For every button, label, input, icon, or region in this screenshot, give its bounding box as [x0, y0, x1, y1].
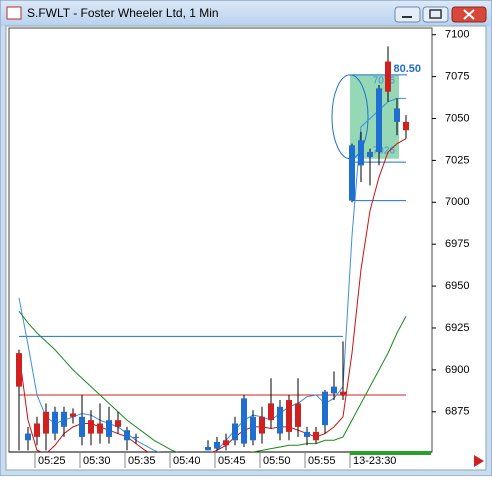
- candle-body: [394, 108, 400, 122]
- y-tick-label: 6975: [445, 238, 469, 250]
- annotation: 80.50: [393, 63, 421, 75]
- minimize-button[interactable]: [394, 6, 421, 23]
- zone-high-label: 7076: [373, 76, 396, 87]
- y-tick-label: 7050: [445, 112, 469, 124]
- y-tick-label: 6950: [445, 280, 469, 292]
- candle-body: [241, 398, 247, 444]
- candle-body: [25, 433, 31, 441]
- y-tick-label: 7100: [445, 29, 469, 41]
- y-tick-label: 7075: [445, 71, 469, 83]
- y-tick-label: 6900: [445, 364, 469, 376]
- ma-line: [18, 97, 406, 452]
- candle-body: [304, 431, 310, 437]
- candle-body: [214, 441, 220, 449]
- candle-body: [331, 386, 337, 394]
- x-tick-label: 05:55: [308, 455, 336, 467]
- close-icon: [463, 9, 475, 20]
- candle-body: [286, 400, 292, 432]
- candle-body: [133, 436, 139, 438]
- candle-body: [70, 413, 76, 417]
- ma-line: [18, 310, 407, 452]
- y-tick-label: 7025: [445, 154, 469, 166]
- y-tick-label: 6925: [445, 322, 469, 334]
- x-tick-label: 05:50: [263, 455, 291, 467]
- app-icon: [6, 6, 22, 20]
- candle-body: [322, 391, 328, 426]
- candle-body: [295, 403, 301, 427]
- scroll-arrow[interactable]: [474, 455, 484, 467]
- chart-title: S.FWLT - Foster Wheeler Ltd, 1 Min: [27, 6, 219, 20]
- zone-low-label: 7026: [373, 145, 396, 156]
- candle-body: [52, 411, 58, 434]
- candle-body: [268, 403, 274, 421]
- plot: 7076 7026 80.50: [16, 46, 421, 452]
- axes: 7100 7075 7050 7025 7000 6975 6950 6925 6900 6875…: [34, 29, 469, 468]
- x-tick-label: 05:25: [38, 455, 66, 467]
- candle-body: [358, 140, 364, 166]
- y-tick-label: 6875: [445, 406, 469, 418]
- candle-body: [97, 423, 103, 434]
- candle-body: [376, 88, 382, 153]
- candle-body: [115, 420, 121, 427]
- x-tick-label: 05:40: [173, 455, 201, 467]
- candle-body: [367, 152, 373, 158]
- candle-body: [88, 420, 94, 434]
- candle-body: [259, 416, 265, 434]
- x-tick-label: 05:35: [128, 455, 156, 467]
- candle-body: [34, 423, 40, 437]
- candle-body: [124, 430, 130, 441]
- candle-body: [313, 431, 319, 441]
- candle-body: [250, 416, 256, 441]
- x-tick-label: 05:45: [218, 455, 246, 467]
- candle-body: [349, 145, 355, 201]
- x-tick-label: 13-23:30: [353, 455, 396, 467]
- candle-body: [223, 440, 229, 446]
- candle-body: [106, 420, 112, 437]
- session-bar: [350, 451, 431, 455]
- y-tick-label: 7000: [445, 196, 469, 208]
- candle-body: [232, 423, 238, 441]
- candle-body: [205, 446, 211, 451]
- maximize-icon: [429, 9, 442, 19]
- candle-body: [403, 121, 409, 131]
- x-tick-label: 05:30: [83, 455, 111, 467]
- candle-body: [43, 411, 49, 434]
- candle-body: [277, 406, 283, 434]
- candle-body: [79, 416, 85, 437]
- candle-body: [385, 61, 391, 92]
- candle-body: [340, 391, 346, 396]
- candle-body: [16, 353, 22, 387]
- candle-body: [61, 411, 67, 427]
